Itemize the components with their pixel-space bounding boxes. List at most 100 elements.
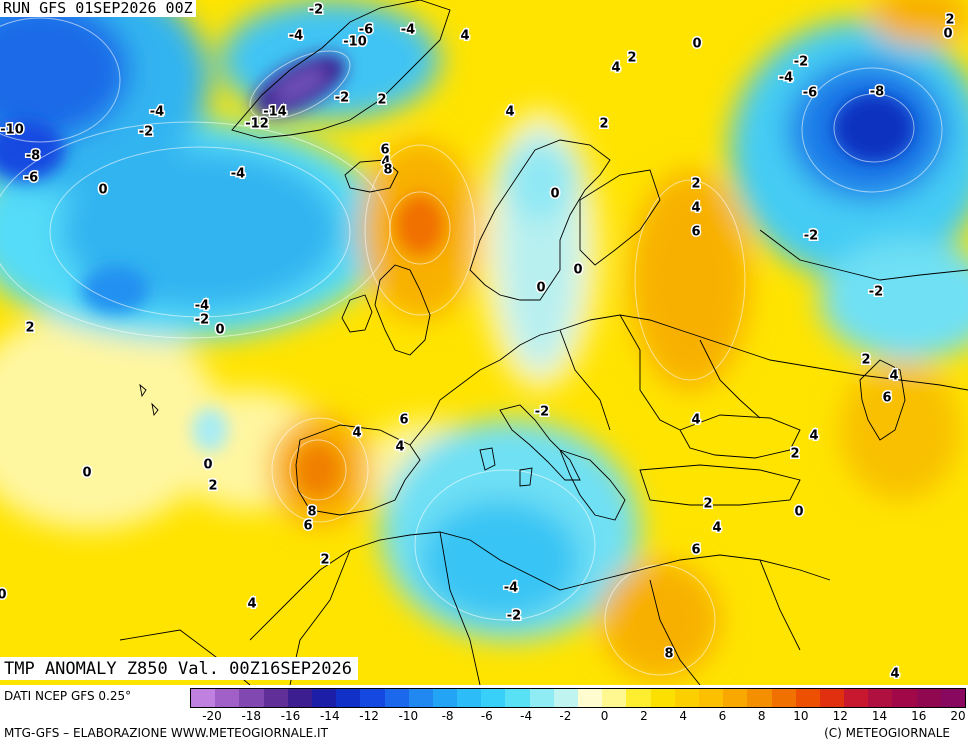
contour-label: 4	[395, 440, 404, 455]
contour-label: 6	[691, 225, 700, 240]
contour-label: -2	[195, 313, 209, 328]
contour-label: 2	[25, 321, 34, 336]
legend-swatch	[191, 689, 216, 707]
legend-swatch	[868, 689, 893, 707]
scale-tick: -8	[441, 709, 454, 723]
scale-tick: 16	[911, 709, 927, 723]
credit-left: MTG-GFS – ELABORAZIONE WWW.METEOGIORNALE…	[4, 726, 328, 740]
contour-label: -4	[504, 581, 518, 596]
scale-tick: 0	[600, 709, 609, 723]
contour-label: 0	[215, 323, 224, 338]
contour-label: -2	[335, 91, 349, 106]
contour-label: -4	[289, 29, 303, 44]
scale-tick: -20	[202, 709, 222, 723]
legend-swatch	[892, 689, 917, 707]
scale-tick: 8	[757, 709, 766, 723]
contour-label: -6	[24, 171, 38, 186]
contour-label: -2	[309, 3, 323, 18]
contour-label: 6	[691, 543, 700, 558]
contour-label: -2	[535, 405, 549, 420]
credit-right: (C) METEOGIORNALE	[824, 726, 950, 740]
contour-label: 2	[320, 553, 329, 568]
contour-label: 4	[889, 369, 898, 384]
scale-tick: -14	[319, 709, 340, 723]
legend-swatch	[553, 689, 578, 707]
contour-label: -4	[150, 105, 164, 120]
scale-tick: 6	[718, 709, 727, 723]
contour-label: 2	[790, 447, 799, 462]
scale-tick: -6	[480, 709, 493, 723]
legend-swatch	[578, 689, 603, 707]
contour-label: 2	[627, 51, 636, 66]
contour-label: 2	[599, 117, 608, 132]
legend-swatch	[698, 689, 724, 707]
contour-label: 4	[460, 29, 469, 44]
contour-label: 0	[82, 466, 91, 481]
contour-label: 6	[882, 391, 891, 406]
anomaly-field	[0, 0, 968, 685]
legend-swatch	[384, 689, 409, 707]
legend-swatch	[916, 689, 941, 707]
contour-label: 2	[945, 13, 954, 28]
valid-time-label: TMP ANOMALY Z850 Val. 00Z16SEP2026	[0, 657, 358, 680]
contour-label: 4	[890, 667, 899, 682]
legend-swatch	[408, 689, 433, 707]
contour-label: -4	[231, 167, 245, 182]
contour-label: 8	[383, 163, 392, 178]
contour-label: -6	[803, 86, 817, 101]
contour-label: 6	[303, 519, 312, 534]
contour-label: -2	[869, 285, 883, 300]
contour-label: -8	[870, 85, 884, 100]
scale-tick: 20	[950, 709, 966, 723]
contour-lines	[0, 17, 943, 676]
scale-tick: 2	[640, 709, 648, 723]
legend-swatch	[360, 689, 385, 707]
contour-label: 4	[505, 105, 514, 120]
contour-label: -10	[0, 123, 24, 138]
temperature-anomaly-map: -2 -6 -10 -4 -4 4 0 2 4 -2 2 -14 -12 -4 -2 4 2 -10 -8 -6 6 4 8…	[0, 0, 968, 685]
contour-label: 4	[809, 429, 818, 444]
legend-swatch	[674, 689, 699, 707]
contour-label: -2	[507, 609, 521, 624]
contour-label: -2	[794, 55, 808, 70]
scale-tick: -16	[280, 709, 301, 723]
contour-label: 0	[0, 588, 7, 603]
contour-label: -10	[343, 35, 367, 50]
color-scale-bar	[190, 688, 966, 708]
contour-label: 0	[98, 183, 107, 198]
legend-swatch	[263, 689, 288, 707]
legend-swatch	[432, 689, 458, 707]
legend-swatch	[940, 689, 965, 707]
contour-label: -6	[359, 23, 373, 38]
legend-swatch	[529, 689, 554, 707]
scale-tick: -4	[520, 709, 533, 723]
contour-label: 6	[399, 413, 408, 428]
legend-swatch	[650, 689, 675, 707]
contour-label: 8	[664, 647, 673, 662]
contour-label: 0	[692, 37, 701, 52]
legend-swatch	[287, 689, 312, 707]
legend-swatch	[819, 689, 845, 707]
contour-label: 2	[208, 479, 217, 494]
contour-label: 2	[861, 353, 870, 368]
contour-label: 2	[377, 93, 386, 108]
coastlines-borders	[119, 0, 968, 685]
scale-tick: 14	[871, 709, 888, 723]
contour-label: -8	[26, 149, 40, 164]
contour-label: -4	[779, 71, 793, 86]
scale-tick: -18	[241, 709, 262, 723]
scale-tick-labels: -20 -18 -16 -14 -12 -10 -8 -6 -4 -2 0 2 4 6 8 10 12 14 16 2…	[190, 709, 966, 723]
contour-label: 0	[536, 281, 545, 296]
contour-label: 0	[943, 27, 952, 42]
legend-swatch	[457, 689, 482, 707]
data-source-label: DATI NCEP GFS 0.25°	[4, 689, 132, 703]
legend-swatch	[723, 689, 748, 707]
contour-label: 4	[691, 201, 700, 216]
contour-label: -2	[804, 229, 818, 244]
contour-label: -12	[245, 117, 269, 132]
legend-swatch	[602, 689, 627, 707]
contour-label: 0	[550, 187, 559, 202]
contour-label: 0	[794, 505, 803, 520]
